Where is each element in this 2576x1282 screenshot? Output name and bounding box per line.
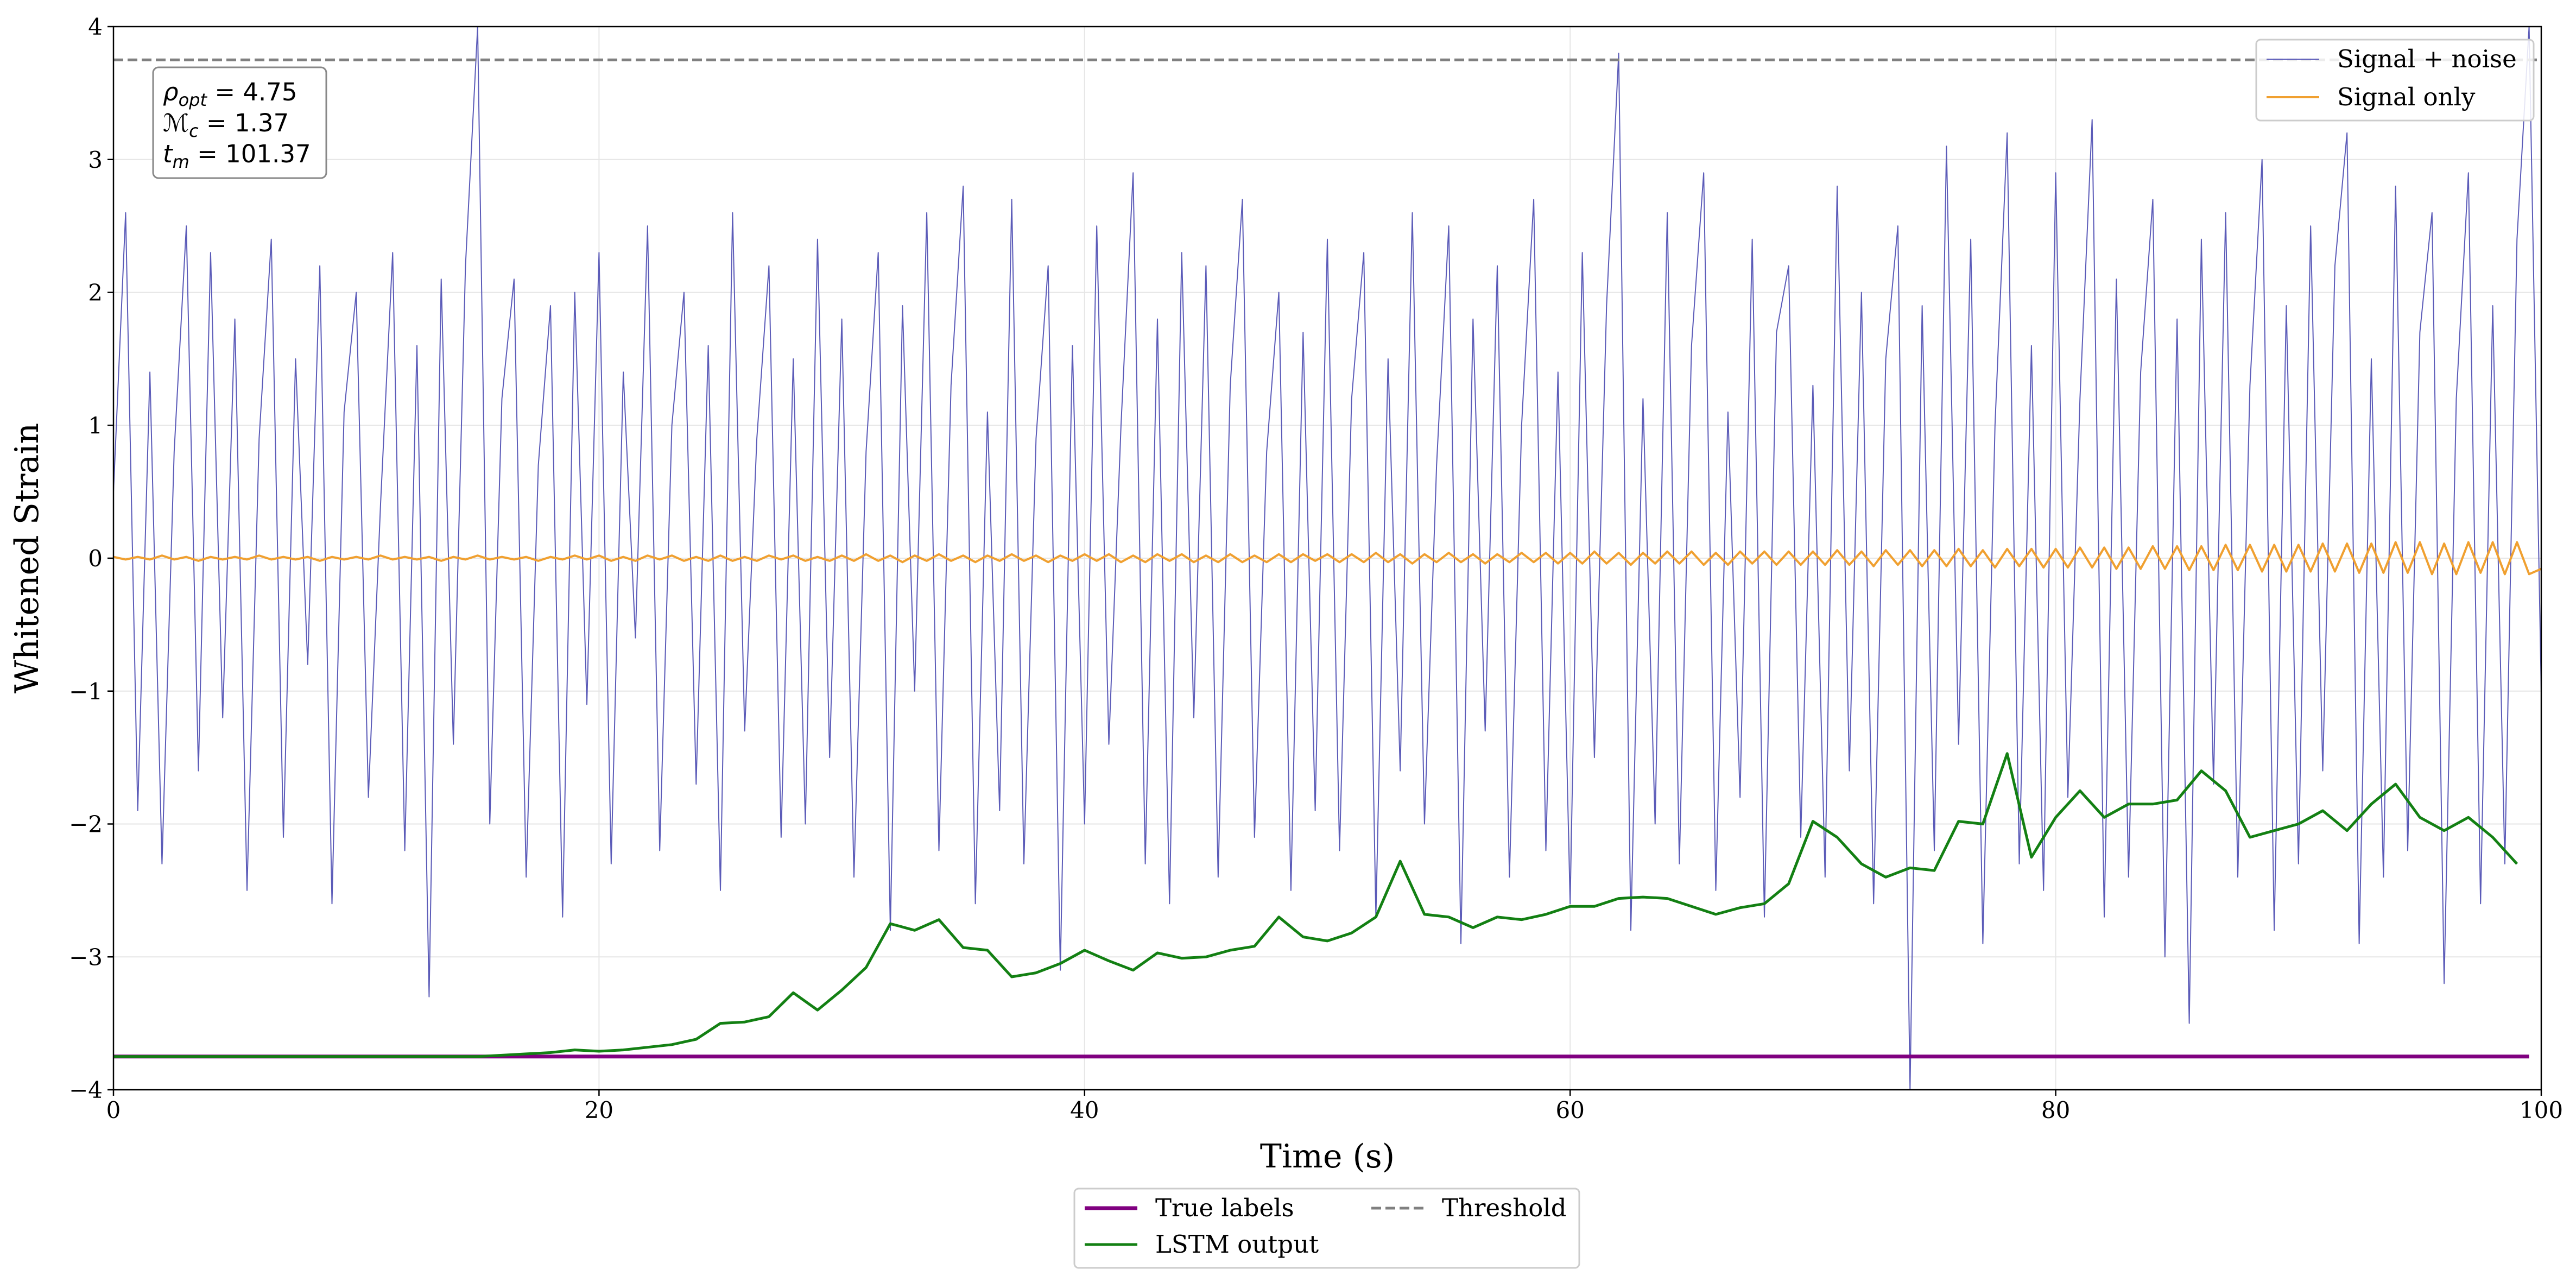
x-tick-label: 100 bbox=[2520, 1097, 2563, 1123]
annotation-subscript: m bbox=[173, 151, 189, 172]
annotation-text: ℳc = 1.37 bbox=[163, 109, 289, 141]
x-tick-label: 0 bbox=[106, 1097, 121, 1123]
legend-label: Signal + noise bbox=[2337, 45, 2517, 73]
annotation-text: tm = 101.37 bbox=[163, 140, 311, 172]
annotation-symbol: t bbox=[163, 140, 174, 168]
annotation-value: = 1.37 bbox=[199, 109, 289, 137]
x-tick-label: 40 bbox=[1070, 1097, 1099, 1123]
series-line bbox=[113, 752, 2518, 1058]
legend-label: Threshold bbox=[1442, 1193, 1567, 1222]
y-tick-label: 0 bbox=[88, 545, 103, 572]
legend: True labels LSTM output Threshold bbox=[1073, 1188, 1580, 1269]
x-axis-label: Time (s) bbox=[1260, 1138, 1395, 1176]
legend-label: Signal only bbox=[2337, 83, 2476, 111]
plot-lines bbox=[113, 27, 2541, 1090]
x-tick-label: 20 bbox=[585, 1097, 613, 1123]
annotation-text: ρopt = 4.75 bbox=[163, 78, 298, 110]
x-tick-label: 80 bbox=[2041, 1097, 2070, 1123]
annotation-subscript: c bbox=[189, 121, 199, 141]
y-tick-label: −1 bbox=[69, 678, 103, 705]
annotation-symbol: ℳ bbox=[163, 109, 189, 137]
annotation-value: = 101.37 bbox=[189, 140, 311, 168]
annotation-symbol: ρ bbox=[163, 78, 179, 106]
legend-frame bbox=[2255, 39, 2535, 122]
annotation-value: = 4.75 bbox=[207, 78, 298, 106]
legend-label: True labels bbox=[1155, 1193, 1294, 1222]
legend: Signal + noise Signal only bbox=[2255, 39, 2535, 122]
annotation-subscript: opt bbox=[179, 90, 208, 110]
y-tick-label: 4 bbox=[88, 14, 103, 40]
y-tick-label: 2 bbox=[88, 280, 103, 306]
series-line bbox=[113, 541, 2541, 576]
y-tick-label: −4 bbox=[69, 1077, 103, 1103]
legend-label: LSTM output bbox=[1155, 1230, 1319, 1259]
annotation-frame bbox=[152, 66, 327, 179]
ticks: 0 20 40 60 80 100 −4 −3 −2 −1 0 1 2 3 4 bbox=[69, 14, 2563, 1123]
series-line bbox=[113, 27, 2541, 1090]
y-tick-label: 3 bbox=[88, 147, 103, 173]
y-tick-label: 1 bbox=[88, 412, 103, 439]
x-tick-label: 60 bbox=[1555, 1097, 1584, 1123]
y-tick-label: −3 bbox=[69, 944, 103, 970]
y-tick-label: −2 bbox=[69, 811, 103, 838]
legend-frame bbox=[1073, 1188, 1580, 1269]
y-axis-label: Whitened Strain bbox=[8, 423, 46, 693]
